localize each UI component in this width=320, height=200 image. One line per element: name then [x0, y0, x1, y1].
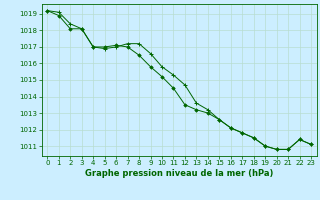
X-axis label: Graphe pression niveau de la mer (hPa): Graphe pression niveau de la mer (hPa) [85, 169, 273, 178]
